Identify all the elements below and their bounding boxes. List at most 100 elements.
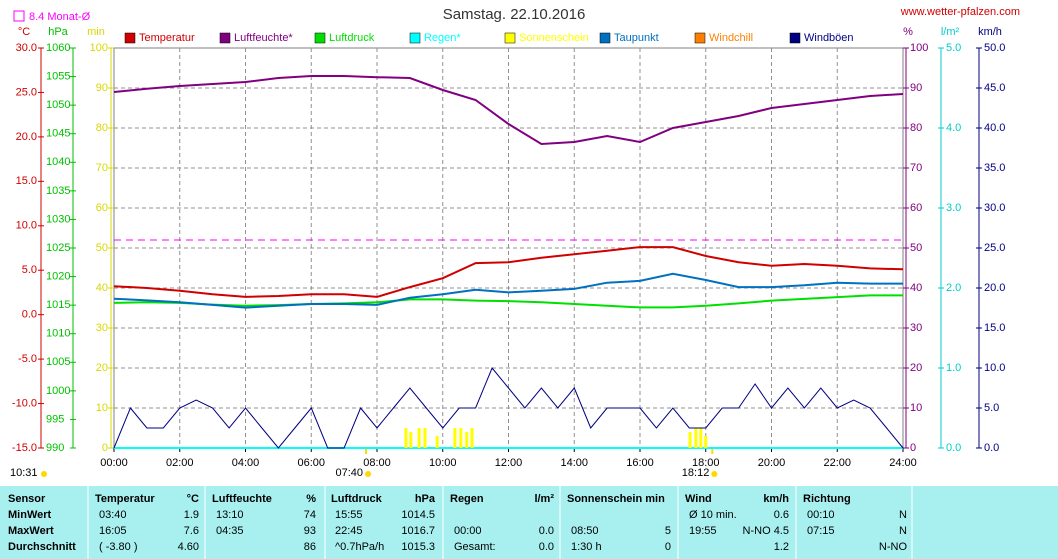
y-tick-label: 1010 (46, 328, 70, 340)
table-header: Luftdruck (331, 493, 383, 505)
legend-swatch (789, 32, 801, 44)
table-header: Sonnenschein min (567, 493, 665, 505)
table-header-unit: l/m² (534, 493, 554, 505)
legend-label: Taupunkt (614, 32, 659, 44)
table-header: Luftfeuchte (212, 493, 272, 505)
table-cell: N (899, 525, 907, 537)
y-tick-label: 70 (96, 162, 108, 174)
x-tick-label: 10:00 (429, 457, 457, 469)
y-tick-label: 40 (96, 282, 108, 294)
axis-unit: % (903, 26, 913, 38)
table-cell: 04:35 (216, 525, 244, 537)
table-cell: ( -3.80 ) (99, 541, 138, 553)
series-line (113, 75, 904, 146)
axis-unit: °C (18, 26, 30, 38)
legend-label: Windböen (804, 32, 854, 44)
sun-marker-label: 18:12 (682, 467, 710, 479)
table-cell: 19:55 (689, 525, 717, 537)
sun-marker (365, 471, 372, 477)
y-tick-label: 50.0 (984, 42, 1005, 54)
sun-marker-label: 07:40 (336, 467, 364, 479)
legend-swatch (314, 32, 326, 44)
table-cell: 03:40 (99, 509, 127, 521)
sun-marker (711, 471, 718, 477)
y-tick-label: 90 (910, 82, 922, 94)
y-tick-label: 995 (46, 413, 64, 425)
table-header-unit: % (306, 493, 316, 505)
y-tick-label: 20 (910, 362, 922, 374)
y-tick-label: 50 (910, 242, 922, 254)
y-tick-label: 1050 (46, 99, 70, 111)
legend-label: Sonnenschein (519, 32, 589, 44)
table-header: Richtung (803, 493, 851, 505)
y-tick-label: 25.0 (984, 242, 1005, 254)
table-cell: 07:15 (807, 525, 835, 537)
x-tick-label: 16:00 (626, 457, 654, 469)
sun-bar (704, 436, 708, 448)
y-tick-label: 1015 (46, 299, 70, 311)
x-tick-label: 12:00 (495, 457, 523, 469)
y-tick-label: 30 (910, 322, 922, 334)
table-cell: 0 (665, 541, 671, 553)
axis-unit: km/h (978, 26, 1002, 38)
sun-bar (688, 432, 692, 448)
y-tick-label: 20 (96, 362, 108, 374)
table-row-label: Durchschnitt (8, 541, 76, 553)
y-tick-label: 1060 (46, 42, 70, 54)
table-cell: 13:10 (216, 509, 244, 521)
y-tick-label: 10.0 (16, 220, 37, 232)
table-cell: 00:10 (807, 509, 835, 521)
sun-bar (409, 432, 413, 448)
table-background (0, 486, 1058, 559)
table-cell: N-NO 4.5 (743, 525, 789, 537)
legend-label: Windchill (709, 32, 753, 44)
table-cell: 1015.3 (401, 541, 435, 553)
sun-bar (699, 428, 703, 448)
y-tick-label: 40.0 (984, 122, 1005, 134)
table-cell: 0.0 (539, 541, 554, 553)
y-tick-label: 15.0 (984, 322, 1005, 334)
y-tick-label: 30 (96, 322, 108, 334)
table-cell: 4.60 (178, 541, 199, 553)
sun-bar (423, 428, 427, 448)
table-header: Regen (450, 493, 484, 505)
table-header-unit: °C (187, 493, 199, 505)
y-tick-label: 60 (96, 202, 108, 214)
y-tick-label: 0.0 (984, 442, 999, 454)
y-tick-label: 1045 (46, 128, 70, 140)
sun-bar (470, 428, 474, 448)
table-cell: Ø 10 min. (689, 509, 737, 521)
y-tick-label: 4.0 (946, 122, 961, 134)
y-tick-label: 10 (910, 402, 922, 414)
table-row-label: MaxWert (8, 525, 54, 537)
table-cell: N-NO (879, 541, 908, 553)
table-cell: ^0.7hPa/h (335, 541, 384, 553)
sun-bar (435, 436, 439, 448)
series-line (113, 294, 903, 309)
series-line (113, 272, 903, 309)
axis-unit: min (87, 26, 105, 38)
table-cell: 93 (304, 525, 316, 537)
y-tick-label: 15.0 (16, 175, 37, 187)
table-cell: 22:45 (335, 525, 363, 537)
y-tick-label: 50 (96, 242, 108, 254)
legend-label: Temperatur (139, 32, 195, 44)
x-tick-label: 06:00 (297, 457, 325, 469)
table-header: Temperatur (95, 493, 155, 505)
sun-bar (404, 428, 408, 448)
y-tick-label: 20.0 (16, 131, 37, 143)
y-tick-label: 60 (910, 202, 922, 214)
x-tick-label: 02:00 (166, 457, 194, 469)
y-tick-label: 100 (90, 42, 108, 54)
y-tick-label: 30.0 (16, 42, 37, 54)
y-tick-label: 2.0 (946, 282, 961, 294)
legend-label: Luftdruck (329, 32, 375, 44)
x-tick-label: 08:00 (363, 457, 391, 469)
legend-swatch (504, 32, 516, 44)
table-header-unit: hPa (415, 493, 436, 505)
series-line (113, 246, 904, 298)
table-cell: 7.6 (184, 525, 199, 537)
legend-label: Regen* (424, 32, 461, 44)
sun-bar (465, 432, 469, 448)
table-cell: 0.0 (539, 525, 554, 537)
